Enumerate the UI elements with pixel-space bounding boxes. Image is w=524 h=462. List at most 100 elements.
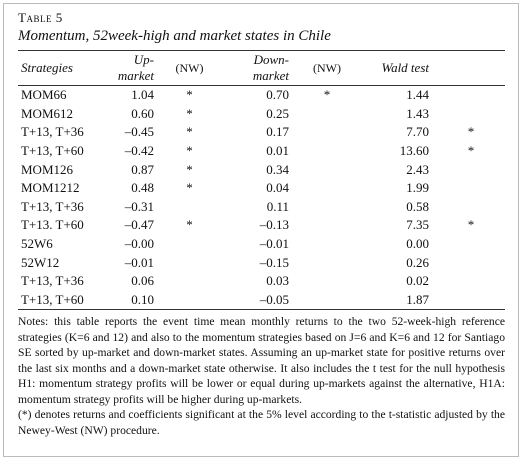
- table-cell: [437, 86, 505, 105]
- table-cell: *: [186, 143, 193, 159]
- table-cell: –0.47: [124, 217, 154, 233]
- table-cell: 0.06: [131, 273, 154, 289]
- table-cell: –0.00: [124, 236, 154, 252]
- table-cell: [162, 235, 217, 254]
- table-label: Table 5: [18, 10, 63, 25]
- table-cell: T+13, T+36: [21, 124, 84, 140]
- column-header: Strategies: [18, 51, 100, 86]
- table-cell: 0.48: [131, 180, 154, 196]
- table-cell: [297, 290, 357, 311]
- table-cell: [437, 253, 505, 272]
- table-cell: *: [323, 87, 331, 103]
- table-cell: [437, 235, 505, 254]
- table-row: T+13, T+36 –0.31 0.11 0.58: [18, 198, 505, 217]
- table-cell: 1.04: [131, 87, 154, 103]
- table-cell: 0.17: [266, 124, 289, 140]
- table-cell: 1.44: [406, 87, 429, 103]
- table-title: Momentum, 52week-high and market states …: [18, 26, 505, 51]
- table-row: T+13, T+60 0.10 –0.05 1.87: [18, 290, 505, 311]
- table-cell: T+13, T+36: [21, 198, 84, 214]
- table-cell: 1.87: [357, 290, 437, 311]
- table-cell: *: [186, 161, 193, 177]
- table-cell: –0.42: [124, 143, 154, 159]
- table-cell: *: [186, 87, 193, 103]
- note: Notes: this table reports the event time…: [18, 315, 505, 406]
- table-cell: 0.02: [406, 273, 429, 289]
- table-cell: 52W6: [21, 236, 53, 252]
- table-cell: T+13, T+36: [21, 273, 84, 289]
- table-cell: [437, 160, 505, 179]
- table-cell: –0.13: [259, 217, 289, 233]
- table-cell: 0.60: [131, 105, 154, 121]
- table-cell: [297, 216, 357, 235]
- table-cell: [162, 290, 217, 311]
- column-header: Down-market: [217, 51, 297, 86]
- table-row: MOM126 0.87 * 0.34 2.43: [18, 160, 505, 179]
- table-cell: 1.99: [406, 180, 429, 196]
- table-cell: 0.10: [100, 290, 162, 311]
- table-cell: *: [186, 105, 193, 121]
- table-cell: 0.11: [266, 198, 289, 214]
- table-cell: 0.25: [266, 105, 289, 121]
- table-cell: [297, 179, 357, 198]
- table-row: MOM1212 0.48 * 0.04 1.99: [18, 179, 505, 198]
- table-cell: [297, 235, 357, 254]
- table-body: MOM66 1.04 * 0.70 * 1.44 MOM612 0.60 * 0.25 1.43 T+…: [18, 86, 505, 311]
- table-cell: 0.87: [131, 161, 154, 177]
- table-cell: [297, 272, 357, 291]
- table-cell: [297, 253, 357, 272]
- table-cell: MOM126: [21, 161, 74, 177]
- table-cell: 13.60: [399, 143, 429, 159]
- table-cell: [162, 272, 217, 291]
- table-cell: [437, 290, 505, 311]
- table: Strategies Up-market (NW) Down-market (NW) Wa…: [18, 51, 505, 311]
- table-cell: 2.43: [406, 161, 429, 177]
- table-cell: –0.45: [124, 124, 154, 140]
- table-row: T+13, T+60 –0.42 * 0.01 13.60 *: [18, 142, 505, 161]
- table-cell: 0.04: [266, 180, 289, 196]
- table-cell: 7.35: [406, 217, 429, 233]
- column-header: Wald test: [357, 51, 437, 86]
- column-header: (NW): [297, 51, 357, 86]
- frame: Table 5 Momentum, 52week-high and market…: [3, 3, 519, 457]
- table-cell: *: [467, 217, 475, 233]
- table-cell: *: [186, 217, 193, 233]
- table-cell: 0.01: [266, 143, 289, 159]
- table-cell: T+13. T+60: [21, 217, 84, 233]
- table-cell: 52W12: [21, 254, 60, 270]
- table-cell: –0.01: [259, 236, 289, 252]
- table-cell: [437, 198, 505, 217]
- table-cell: 0.26: [406, 254, 429, 270]
- table-cell: 0.70: [266, 87, 289, 103]
- table-row: MOM66 1.04 * 0.70 * 1.44: [18, 86, 505, 105]
- table-cell: [297, 160, 357, 179]
- table-cell: MOM66: [21, 87, 67, 103]
- table-cell: –0.01: [124, 254, 154, 270]
- table-cell: [437, 105, 505, 124]
- table-block: Table 5 Momentum, 52week-high and market…: [18, 10, 505, 438]
- table-cell: *: [467, 124, 475, 140]
- table-row: 52W6 –0.00 –0.01 0.00: [18, 235, 505, 254]
- table-row: T+13, T+36 0.06 0.03 0.02: [18, 272, 505, 291]
- table-row: MOM612 0.60 * 0.25 1.43: [18, 105, 505, 124]
- table-cell: *: [186, 124, 193, 140]
- table-row: T+13, T+36 –0.45 * 0.17 7.70 *: [18, 123, 505, 142]
- table-cell: [162, 198, 217, 217]
- table-cell: –0.15: [259, 254, 289, 270]
- header-row: Strategies Up-market (NW) Down-market (NW) Wa…: [18, 51, 505, 86]
- table-cell: –0.05: [217, 290, 297, 311]
- table-cell: MOM1212: [21, 180, 80, 196]
- table-cell: [297, 105, 357, 124]
- table-cell: T+13, T+60: [21, 143, 84, 159]
- table-cell: 1.43: [406, 105, 429, 121]
- note: (*) denotes returns and coefficients sig…: [18, 408, 505, 437]
- table-cell: [297, 142, 357, 161]
- table-cell: 7.70: [406, 124, 429, 140]
- table-row: T+13. T+60 –0.47 * –0.13 7.35 *: [18, 216, 505, 235]
- table-row: 52W12 –0.01 –0.15 0.26: [18, 253, 505, 272]
- table-cell: MOM612: [21, 105, 74, 121]
- table-cell: *: [186, 180, 193, 196]
- table-cell: 0.58: [406, 198, 429, 214]
- column-header: Up-market: [100, 51, 162, 86]
